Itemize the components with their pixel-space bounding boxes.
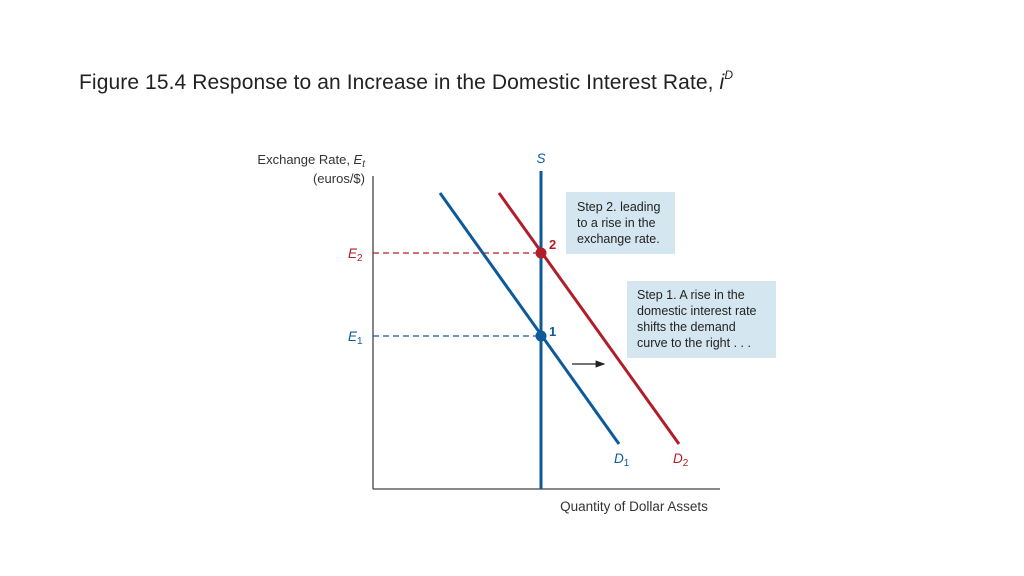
- step2-callout-box: [566, 192, 675, 254]
- equilibrium-point-2: [535, 247, 547, 259]
- title-superscript: D: [724, 68, 734, 82]
- step2-line-3: exchange rate.: [577, 232, 660, 246]
- demand-curve-d1: [438, 192, 621, 445]
- step1-line-2: domestic interest rate: [637, 304, 757, 318]
- step1-line-4: curve to the right . . .: [637, 336, 751, 350]
- e2-label: E2: [348, 246, 363, 264]
- point-1-label: 1: [549, 324, 556, 339]
- y-axis-label: Exchange Rate, Et: [257, 152, 366, 170]
- e1-label: E1: [348, 329, 363, 347]
- x-axis-label: Quantity of Dollar Assets: [560, 499, 708, 514]
- point-2-label: 2: [549, 237, 556, 252]
- y-axis-unit: (euros/$): [313, 171, 365, 186]
- title-text: Figure 15.4 Response to an Increase in t…: [79, 71, 720, 94]
- page-title: Figure 15.4 Response to an Increase in t…: [79, 68, 734, 95]
- title-symbol: i: [719, 71, 725, 94]
- demand-curve-d2: [497, 192, 681, 445]
- step1-callout-text: Step 1. A rise in the domestic interest …: [637, 287, 757, 351]
- equilibrium-point-1: [535, 330, 547, 342]
- step1-callout-box: [627, 281, 776, 358]
- supply-label: S: [536, 151, 545, 166]
- d2-label: D2: [673, 451, 689, 469]
- step1-line-1: Step 1. A rise in the: [637, 288, 745, 302]
- d1-label: D1: [614, 451, 630, 469]
- step2-line-2: to a rise in the: [577, 216, 656, 230]
- step2-callout-text: Step 2. leading to a rise in the exchang…: [577, 199, 660, 247]
- step1-line-3: shifts the demand: [637, 320, 736, 334]
- step2-line-1: Step 2. leading: [577, 200, 661, 214]
